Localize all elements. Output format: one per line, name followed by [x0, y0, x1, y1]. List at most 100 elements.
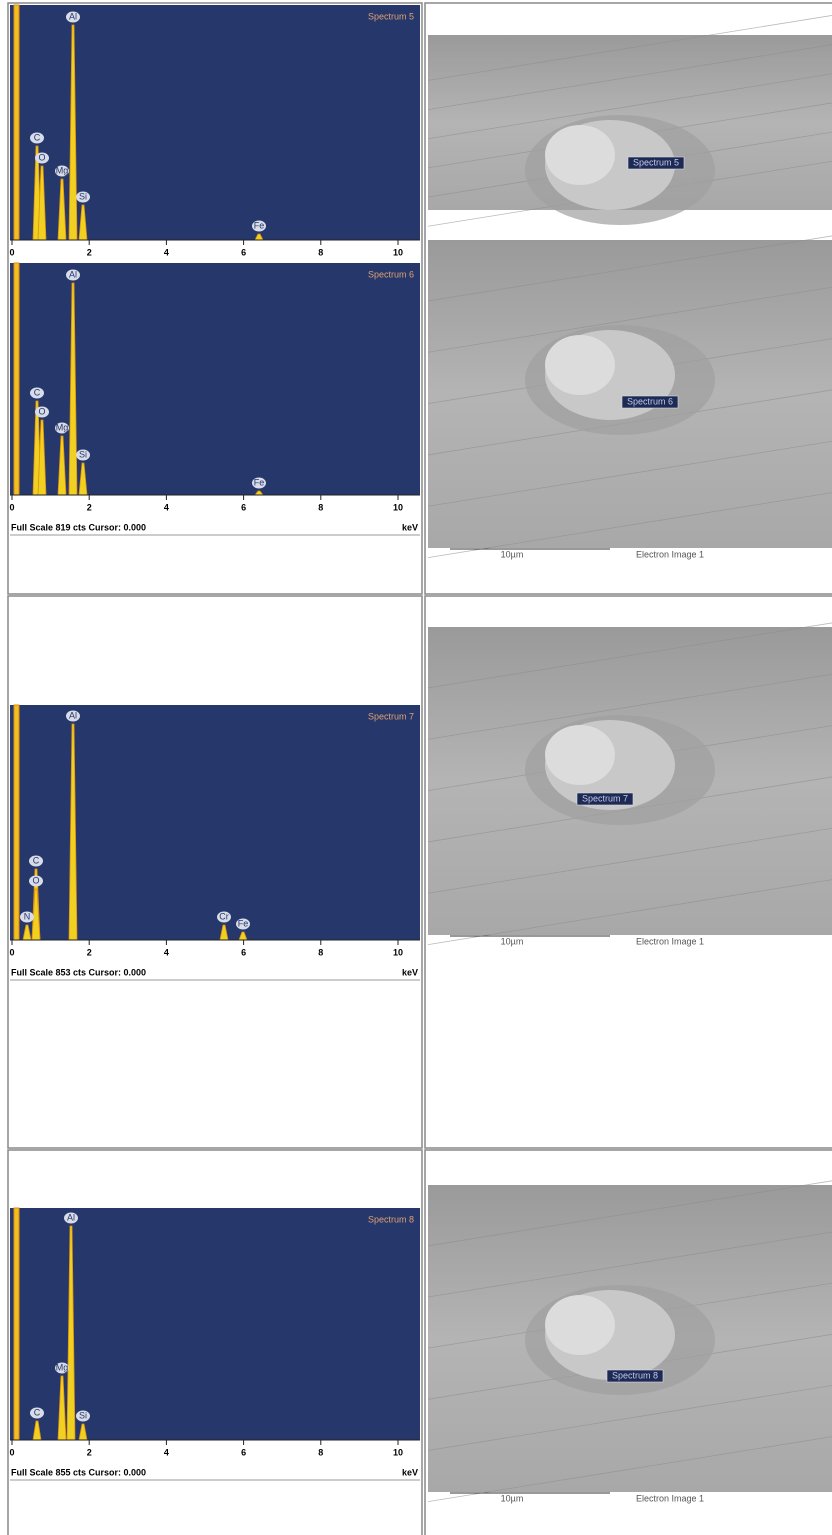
peak-marker: [252, 477, 266, 489]
peak-marker: [29, 855, 43, 867]
peak-label: Mg: [56, 422, 69, 432]
spectrum-title: Spectrum 5: [368, 11, 414, 21]
peak: [13, 4, 20, 241]
spectrum-marker: [627, 156, 685, 170]
peak-label: Fe: [254, 477, 265, 487]
scratch: [427, 879, 832, 945]
x-tick-label: 6: [241, 247, 246, 257]
spectrum-plot: [10, 1208, 420, 1440]
x-tick-label: 8: [318, 247, 323, 257]
peak-marker: [76, 449, 90, 461]
peak-marker: [76, 191, 90, 203]
particle-lobe: [545, 125, 615, 185]
peak-label: Mg: [56, 1362, 69, 1372]
peak-marker: [30, 387, 44, 399]
peak-marker: [64, 1212, 78, 1224]
x-tick-label: 4: [164, 947, 169, 957]
spectrum-title: Spectrum 8: [368, 1214, 414, 1224]
x-tick-label: 6: [241, 502, 246, 512]
full-scale: Full Scale 855 cts Cursor: 0.000: [11, 1467, 146, 1477]
x-tick-label: 4: [164, 502, 169, 512]
x-tick-label: 4: [164, 1447, 169, 1457]
spectrum-plot: [10, 705, 420, 940]
x-unit: keV: [402, 967, 418, 977]
peak-marker: [217, 911, 231, 923]
scratch: [427, 492, 832, 558]
spectrum-marker-label: Spectrum 7: [582, 793, 628, 803]
x-tick-label: 2: [87, 1447, 92, 1457]
peak-label: C: [34, 387, 41, 397]
x-tick-label: 8: [318, 502, 323, 512]
spectrum-marker-label: Spectrum 8: [612, 1370, 658, 1380]
scratch: [427, 73, 832, 140]
peak-marker: [66, 11, 80, 23]
scratch: [427, 622, 832, 689]
peak-label: Al: [69, 710, 77, 720]
x-tick-label: 6: [241, 947, 246, 957]
peak-marker: [29, 875, 43, 887]
x-tick-label: 8: [318, 947, 323, 957]
spectrum-title: Spectrum 7: [368, 711, 414, 721]
full-scale: Full Scale 819 cts Cursor: 0.000: [11, 522, 146, 532]
peak: [13, 262, 20, 496]
scratch: [427, 44, 832, 110]
peak-marker: [30, 1407, 44, 1419]
peak-marker: [236, 918, 250, 930]
peak-label: O: [38, 406, 45, 416]
peak-label: Cr: [219, 911, 229, 921]
peak-label: Si: [79, 191, 87, 201]
x-tick-label: 0: [9, 1447, 14, 1457]
peak-label: Si: [79, 1410, 87, 1420]
x-tick-label: 10: [393, 247, 403, 257]
particle-lobe: [545, 335, 615, 395]
particle-lobe: [545, 1295, 615, 1355]
particle-lobe: [545, 725, 615, 785]
scratch: [427, 440, 832, 507]
peak-marker: [55, 165, 69, 177]
x-tick-label: 0: [9, 947, 14, 957]
peak-label: Al: [69, 269, 77, 279]
scale-label: 10µm: [501, 549, 524, 559]
peak-label: Al: [69, 11, 77, 21]
peak: [13, 1207, 20, 1441]
x-tick-label: 0: [9, 247, 14, 257]
peak-marker: [30, 132, 44, 144]
image-caption: Electron Image 1: [636, 936, 704, 946]
peak-marker: [35, 406, 49, 418]
peak-marker: [252, 220, 266, 232]
peak-marker: [66, 710, 80, 722]
scratch: [427, 1385, 832, 1451]
table-borders: [7, 2, 832, 1535]
spectrum-marker-label: Spectrum 6: [627, 396, 673, 406]
peak-label: Al: [67, 1212, 75, 1222]
image-caption: Electron Image 1: [636, 1493, 704, 1503]
x-tick-label: 10: [393, 502, 403, 512]
peak-label: O: [32, 875, 39, 885]
scratch: [427, 827, 832, 894]
peak-label: Fe: [254, 220, 265, 230]
scratch: [427, 1180, 832, 1247]
spectrum-marker-label: Spectrum 5: [633, 157, 679, 167]
peak-marker: [76, 1410, 90, 1422]
peak-label: C: [33, 855, 40, 865]
peak-label: C: [34, 132, 41, 142]
spectrum-marker: [606, 1369, 664, 1383]
x-tick-label: 6: [241, 1447, 246, 1457]
peak-marker: [55, 1362, 69, 1374]
scratch: [427, 1436, 832, 1503]
scratch: [427, 673, 832, 740]
image-caption: Electron Image 1: [636, 549, 704, 559]
spectrum-title: Spectrum 6: [368, 269, 414, 279]
peak-marker: [55, 422, 69, 434]
x-tick-label: 2: [87, 502, 92, 512]
peak: [13, 704, 20, 941]
x-tick-label: 2: [87, 247, 92, 257]
x-unit: keV: [402, 522, 418, 532]
peak-label: Mg: [56, 165, 69, 175]
peak-label: Si: [79, 449, 87, 459]
scratch: [427, 15, 832, 81]
x-tick-label: 2: [87, 947, 92, 957]
x-tick-label: 8: [318, 1447, 323, 1457]
scratch: [427, 235, 832, 302]
